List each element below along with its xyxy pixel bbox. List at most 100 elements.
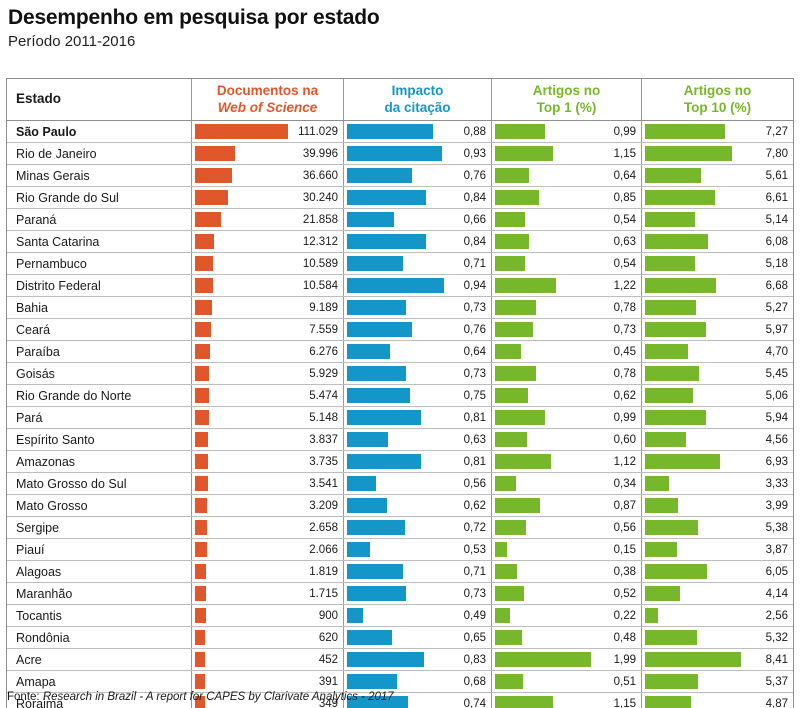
state-name: Rio Grande do Sul [16, 190, 119, 205]
impacto-bar [347, 168, 412, 183]
state-name: Pernambuco [16, 256, 87, 271]
top1-value: 0,45 [613, 345, 636, 358]
docs-value: 3.735 [309, 455, 338, 468]
top10-cell: 6,68 [641, 275, 793, 296]
top1-cell: 0,54 [491, 253, 641, 274]
table-row: Goisás 5.929 0,73 0,78 5,45 [7, 362, 793, 384]
top10-cell: 7,27 [641, 121, 793, 142]
top1-value: 0,78 [613, 367, 636, 380]
top1-cell: 1,12 [491, 451, 641, 472]
docs-cell: 111.029 [191, 121, 343, 142]
top1-cell: 0,62 [491, 385, 641, 406]
docs-value: 39.996 [302, 147, 338, 160]
impacto-value: 0,75 [463, 389, 486, 402]
impacto-bar [347, 388, 410, 403]
state-name: Distrito Federal [16, 278, 101, 293]
docs-bar [195, 674, 205, 689]
state-name: Mato Grosso do Sul [16, 476, 127, 491]
top10-value: 4,56 [765, 433, 788, 446]
docs-bar [195, 608, 206, 623]
top10-cell: 5,32 [641, 627, 793, 648]
top1-value: 0,85 [613, 191, 636, 204]
docs-cell: 2.066 [191, 539, 343, 560]
impacto-cell: 0,73 [343, 363, 491, 384]
top10-bar [645, 476, 669, 491]
state-name: Amapa [16, 674, 56, 689]
top10-bar [645, 696, 691, 708]
top10-bar [645, 146, 732, 161]
impacto-cell: 0,68 [343, 671, 491, 692]
impacto-cell: 0,84 [343, 187, 491, 208]
column-header-top10: Artigos no Top 10 (%) [641, 79, 793, 120]
docs-bar [195, 124, 288, 139]
top1-bar [495, 388, 528, 403]
top1-bar [495, 212, 525, 227]
docs-cell: 12.312 [191, 231, 343, 252]
docs-bar [195, 476, 208, 491]
docs-value: 5.148 [309, 411, 338, 424]
top10-bar [645, 542, 677, 557]
top10-cell: 6,93 [641, 451, 793, 472]
state-name: Amazonas [16, 454, 76, 469]
top1-bar [495, 454, 551, 469]
state-name: Acre [16, 652, 42, 667]
top1-cell: 0,78 [491, 363, 641, 384]
table-header-row: Estado Documentos na Web of Science Impa… [7, 79, 793, 121]
top10-cell: 4,14 [641, 583, 793, 604]
impacto-cell: 0,56 [343, 473, 491, 494]
docs-bar [195, 696, 205, 708]
impacto-value: 0,94 [463, 279, 486, 292]
docs-bar [195, 542, 207, 557]
docs-value: 10.584 [302, 279, 338, 292]
top10-bar [645, 432, 686, 447]
docs-value: 3.209 [309, 499, 338, 512]
table-row: Roraima 349 0,74 1,15 4,87 [7, 692, 793, 708]
table-row: Ceará 7.559 0,76 0,73 5,97 [7, 318, 793, 340]
impacto-value: 0,72 [463, 521, 486, 534]
state-name: Rio Grande do Norte [16, 388, 132, 403]
top10-bar [645, 366, 699, 381]
top10-cell: 3,33 [641, 473, 793, 494]
docs-value: 21.858 [302, 213, 338, 226]
impacto-bar [347, 256, 403, 271]
docs-bar [195, 168, 232, 183]
page-subtitle: Período 2011-2016 [8, 33, 136, 50]
top1-value: 0,62 [613, 389, 636, 402]
top1-cell: 0,87 [491, 495, 641, 516]
impacto-cell: 0,72 [343, 517, 491, 538]
docs-cell: 3.837 [191, 429, 343, 450]
top1-cell: 0,85 [491, 187, 641, 208]
table-row: Amapa 391 0,68 0,51 5,37 [7, 670, 793, 692]
table-row: Acre 452 0,83 1,99 8,41 [7, 648, 793, 670]
top1-cell: 0,56 [491, 517, 641, 538]
impacto-cell: 0,62 [343, 495, 491, 516]
top1-bar [495, 608, 510, 623]
docs-cell: 10.589 [191, 253, 343, 274]
table-row: Amazonas 3.735 0,81 1,12 6,93 [7, 450, 793, 472]
docs-value: 111.029 [298, 125, 338, 138]
impacto-bar [347, 696, 408, 708]
top1-bar [495, 190, 539, 205]
top1-cell: 0,15 [491, 539, 641, 560]
top10-cell: 5,37 [641, 671, 793, 692]
table-row: Rio Grande do Sul 30.240 0,84 0,85 6,61 [7, 186, 793, 208]
table-row: Espírito Santo 3.837 0,63 0,60 4,56 [7, 428, 793, 450]
docs-cell: 6.276 [191, 341, 343, 362]
top10-value: 5,97 [765, 323, 788, 336]
top10-value: 3,33 [765, 477, 788, 490]
top1-cell: 0,78 [491, 297, 641, 318]
top1-value: 0,22 [613, 609, 636, 622]
top10-bar [645, 344, 688, 359]
impacto-cell: 0,53 [343, 539, 491, 560]
impacto-cell: 0,88 [343, 121, 491, 142]
top10-value: 5,61 [765, 169, 788, 182]
impacto-cell: 0,81 [343, 451, 491, 472]
docs-cell: 21.858 [191, 209, 343, 230]
docs-value: 620 [318, 631, 338, 644]
column-header-label: Estado [16, 91, 62, 107]
top1-cell: 0,52 [491, 583, 641, 604]
top10-bar [645, 300, 696, 315]
top10-cell: 5,27 [641, 297, 793, 318]
impacto-value: 0,56 [463, 477, 486, 490]
top1-value: 0,54 [613, 213, 636, 226]
